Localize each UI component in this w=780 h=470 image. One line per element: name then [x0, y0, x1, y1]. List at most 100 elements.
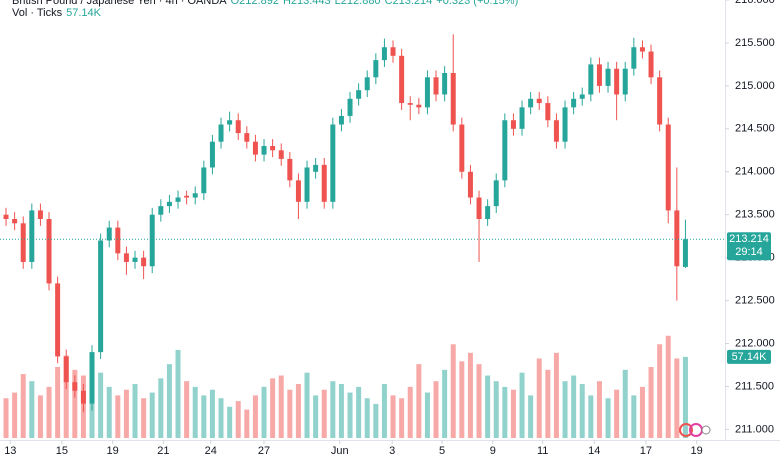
- volume-bar: [46, 386, 52, 438]
- candle-body: [493, 180, 499, 207]
- candle-body: [510, 120, 516, 129]
- candle-body: [295, 180, 301, 202]
- volume-bar: [123, 389, 129, 438]
- volume-bar: [390, 395, 396, 438]
- candle-body: [166, 201, 172, 207]
- volume-bar: [330, 381, 336, 438]
- volume-bar: [648, 367, 654, 438]
- candle-body: [270, 146, 276, 151]
- candle-body: [665, 124, 671, 211]
- candle-body: [63, 356, 69, 383]
- x-tick-label: 27: [258, 445, 270, 457]
- volume-bar: [588, 395, 594, 438]
- volume-bar: [519, 372, 525, 438]
- volume-bar: [141, 398, 147, 438]
- last-price-label: 213.214: [729, 233, 769, 245]
- volume-bar: [596, 381, 602, 438]
- x-tick-label: Jun: [331, 445, 349, 457]
- volume-bar: [373, 403, 379, 438]
- candle-body: [390, 47, 396, 56]
- candle-body: [657, 77, 663, 125]
- volume-bar: [218, 398, 224, 438]
- candle-body: [485, 206, 491, 219]
- y-tick-label: 216.000: [735, 0, 775, 6]
- volume-bar: [459, 361, 465, 438]
- candle-body: [261, 146, 267, 155]
- candle-body: [588, 64, 594, 95]
- candle-body: [278, 150, 284, 159]
- last-volume-label: 57.14K: [732, 351, 768, 363]
- volume-bar: [364, 398, 370, 438]
- icon: [679, 423, 693, 437]
- volume-bar: [12, 392, 18, 438]
- plot: [3, 34, 688, 438]
- candle-body: [442, 73, 448, 95]
- candle-body: [596, 64, 602, 86]
- x-tick-label: 19: [107, 445, 119, 457]
- volume-bar: [244, 409, 250, 438]
- volume-bar: [510, 389, 516, 438]
- x-tick-label: 24: [205, 445, 217, 457]
- volume-bar: [132, 384, 138, 438]
- volume-bar: [29, 381, 35, 438]
- last-volume-box: [727, 349, 771, 364]
- candle-body: [141, 257, 147, 267]
- volume-bar: [209, 389, 215, 438]
- volume-bar: [450, 344, 456, 438]
- candle-body: [373, 60, 379, 78]
- volume-bar: [201, 395, 207, 438]
- x-tick-label: 15: [56, 445, 68, 457]
- x-tick-label: 19: [690, 445, 702, 457]
- volume-bar: [553, 352, 559, 438]
- candle-body: [674, 210, 680, 267]
- volume-bar: [321, 389, 327, 438]
- y-tick-label: 213.500: [735, 209, 775, 221]
- candle-body: [313, 164, 319, 172]
- volume-bar: [347, 392, 353, 438]
- ohlc-value: H213.443: [283, 0, 331, 7]
- candle-body: [304, 167, 310, 202]
- candle-body: [252, 141, 258, 155]
- volume-bar: [158, 378, 164, 438]
- candle-body: [347, 98, 353, 116]
- volume-bar: [287, 389, 293, 438]
- x-tick-label: 3: [389, 445, 395, 457]
- ohlc-value: L212.880: [335, 0, 381, 7]
- candle-body: [192, 193, 198, 198]
- volume-bar: [63, 355, 69, 438]
- volume-bar: [562, 381, 568, 438]
- candle-body: [648, 51, 654, 78]
- ohlc-value: C213.214: [385, 0, 433, 7]
- volume-bar: [639, 386, 645, 438]
- volume-bar: [407, 386, 413, 438]
- icon: [701, 425, 711, 435]
- volume-bar: [433, 381, 439, 438]
- y-tick-label: 215.000: [735, 80, 775, 92]
- volume-bar: [467, 352, 473, 438]
- ohlc-value: O212.892: [231, 0, 279, 7]
- candle-body: [106, 227, 112, 241]
- candle-body: [356, 90, 362, 99]
- volume-bar: [665, 335, 671, 438]
- last-price-box: [727, 232, 771, 261]
- volume-bar: [536, 358, 542, 438]
- candle-body: [682, 239, 688, 267]
- volume-bar: [674, 358, 680, 438]
- countdown: 29:14: [735, 246, 763, 258]
- candle-body: [399, 55, 405, 104]
- volume-bar: [622, 369, 628, 438]
- y-tick-label: 211.500: [735, 380, 774, 392]
- candle-body: [467, 171, 473, 198]
- candle-body: [476, 197, 482, 219]
- candle-body: [89, 352, 95, 404]
- candle-body: [80, 390, 86, 404]
- candle-body: [201, 167, 207, 194]
- volume-bar: [106, 386, 112, 438]
- candle-body: [416, 104, 422, 108]
- x-tick-label: 5: [439, 445, 445, 457]
- candle-body: [12, 219, 18, 224]
- volume-bar: [227, 406, 233, 438]
- ohlc-value: +0.323 (+0.15%): [436, 0, 518, 7]
- candle-body: [149, 214, 155, 267]
